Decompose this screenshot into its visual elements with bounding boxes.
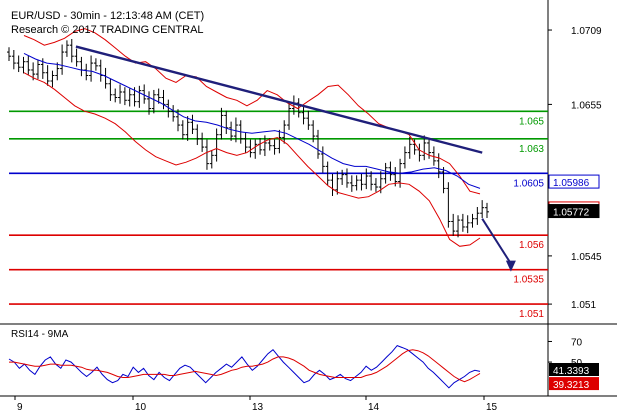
rsi-label: RSI14 - 9MA	[11, 329, 69, 340]
rsi-tick-label: 70	[571, 337, 583, 348]
level-label: 1.0535	[513, 275, 544, 286]
moving-average	[23, 52, 481, 189]
price-tick-label: 1.051	[571, 300, 596, 311]
time-tick-label: 10	[135, 402, 147, 413]
price-tag-label: 1.05986	[553, 178, 590, 189]
rsi-tag-label: 39.3213	[553, 380, 590, 391]
chart-title: EUR/USD - 30min - 12:13:48 AM (CET)	[11, 10, 205, 22]
time-tick-label: 14	[368, 402, 380, 413]
chart-source: Research © 2017 TRADING CENTRAL	[11, 24, 204, 36]
price-tick-label: 1.0545	[571, 252, 602, 263]
price-tag-label: 1.05772	[553, 208, 590, 219]
time-tick-label: 9	[17, 402, 23, 413]
rsi-tag	[549, 377, 599, 391]
rsi-tag	[549, 363, 599, 377]
forecast-arrow	[481, 218, 512, 265]
trendline	[75, 45, 483, 154]
time-tick-label: 15	[486, 402, 498, 413]
time-tick-label: 13	[252, 402, 264, 413]
level-label: 1.065	[519, 116, 544, 127]
forecast-arrow-head	[505, 260, 516, 272]
level-label: 1.051	[519, 309, 544, 320]
price-tick-label: 1.0655	[571, 100, 602, 111]
price-tag	[548, 174, 600, 189]
bollinger-lower	[23, 72, 481, 247]
rsi-tag-label: 41.3393	[553, 366, 590, 377]
rsi-line	[8, 345, 481, 389]
rsi-ma-line	[9, 349, 481, 383]
price-tag	[548, 204, 600, 219]
level-label: 1.063	[519, 144, 544, 155]
level-label: 1.056	[519, 240, 544, 251]
level-label: 1.0605	[513, 178, 544, 189]
price-tick-label: 1.0709	[571, 26, 602, 37]
